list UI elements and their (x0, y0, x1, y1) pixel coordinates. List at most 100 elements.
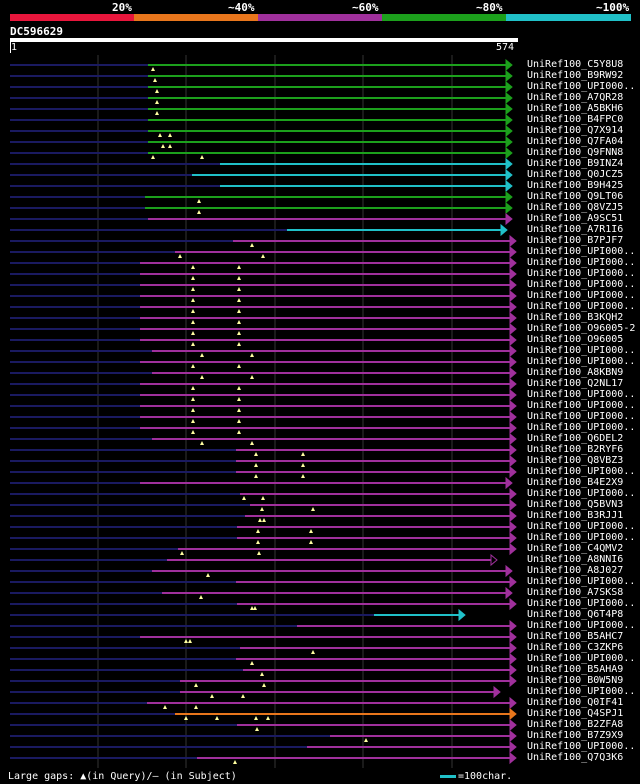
hit-row[interactable] (10, 674, 517, 688)
hit-label[interactable]: UniRef100_B3RJJ1 (527, 510, 624, 521)
hit-row[interactable] (10, 377, 517, 391)
hit-row[interactable] (10, 146, 513, 160)
hit-row[interactable] (10, 300, 517, 314)
hit-label[interactable]: UniRef100_UPI000.. (527, 488, 636, 499)
hit-label[interactable]: UniRef100_Q0JCZ5 (527, 169, 624, 180)
hit-label[interactable]: UniRef100_Q7X914 (527, 125, 624, 136)
hit-row[interactable] (10, 113, 513, 127)
hit-label[interactable]: UniRef100_B5AHC7 (527, 631, 624, 642)
hit-row[interactable] (10, 223, 508, 237)
hit-row[interactable] (10, 487, 517, 501)
hit-row[interactable] (10, 421, 517, 435)
hit-row[interactable] (10, 124, 513, 138)
hit-row[interactable] (10, 399, 517, 413)
hit-label[interactable]: UniRef100_C5Y8U8 (527, 59, 624, 70)
hit-label[interactable]: UniRef100_Q8VBZ3 (527, 455, 624, 466)
hit-row[interactable] (10, 707, 517, 721)
hit-label[interactable]: UniRef100_UPI000.. (527, 532, 636, 543)
hit-row[interactable] (10, 608, 466, 622)
hit-label[interactable]: UniRef100_Q7Q3K6 (527, 752, 624, 763)
hit-row[interactable] (10, 454, 517, 468)
hit-label[interactable]: UniRef100_UPI000.. (527, 466, 636, 477)
hit-label[interactable]: UniRef100_C4QMV2 (527, 543, 624, 554)
hit-label[interactable]: UniRef100_UPI000.. (527, 81, 636, 92)
hit-label[interactable]: UniRef100_A7QR28 (527, 92, 624, 103)
hit-label[interactable]: UniRef100_UPI000.. (527, 246, 636, 257)
hit-row[interactable] (10, 201, 513, 215)
hit-row[interactable] (10, 80, 513, 94)
hit-row[interactable] (10, 355, 517, 369)
hit-label[interactable]: UniRef100_UPI000.. (527, 521, 636, 532)
hit-row[interactable] (10, 179, 513, 193)
hit-row[interactable] (10, 509, 517, 523)
hit-row[interactable] (10, 388, 517, 402)
hit-label[interactable]: UniRef100_A8NNI6 (527, 554, 624, 565)
hit-label[interactable]: UniRef100_B9RW92 (527, 70, 624, 81)
hit-label[interactable]: UniRef100_B4FPC0 (527, 114, 624, 125)
hit-row[interactable] (10, 663, 517, 677)
hit-row[interactable] (10, 531, 517, 545)
hit-row[interactable] (10, 575, 517, 589)
hit-label[interactable]: UniRef100_A5BKH6 (527, 103, 624, 114)
hit-label[interactable]: UniRef100_B0W5N9 (527, 675, 624, 686)
hit-label[interactable]: UniRef100_O96005 (527, 334, 624, 345)
hit-label[interactable]: UniRef100_UPI000.. (527, 356, 636, 367)
hit-row[interactable] (10, 190, 513, 204)
hit-label[interactable]: UniRef100_UPI000.. (527, 389, 636, 400)
hit-label[interactable]: UniRef100_A7R1I6 (527, 224, 624, 235)
hit-label[interactable]: UniRef100_UPI000.. (527, 576, 636, 587)
hit-label[interactable]: UniRef100_B4E2X9 (527, 477, 624, 488)
hit-row[interactable] (10, 322, 517, 336)
hit-label[interactable]: UniRef100_UPI000.. (527, 268, 636, 279)
hit-row[interactable] (10, 102, 513, 116)
hit-label[interactable]: UniRef100_UPI000.. (527, 301, 636, 312)
hit-row[interactable] (10, 212, 513, 226)
hit-row[interactable] (10, 267, 517, 281)
hit-label[interactable]: UniRef100_UPI000.. (527, 400, 636, 411)
hit-row[interactable] (10, 333, 517, 347)
hit-row[interactable] (10, 542, 517, 556)
hit-label[interactable]: UniRef100_A8J027 (527, 565, 624, 576)
hit-label[interactable]: UniRef100_UPI000.. (527, 279, 636, 290)
hit-label[interactable]: UniRef100_Q5BVN3 (527, 499, 624, 510)
hit-row[interactable] (10, 157, 513, 171)
hit-label[interactable]: UniRef100_UPI000.. (527, 290, 636, 301)
hit-label[interactable]: UniRef100_Q7FA04 (527, 136, 624, 147)
hit-label[interactable]: UniRef100_Q2NL17 (527, 378, 624, 389)
hit-label[interactable]: UniRef100_UPI000.. (527, 345, 636, 356)
hit-label[interactable]: UniRef100_B9H425 (527, 180, 624, 191)
hit-row[interactable] (10, 465, 517, 479)
hit-row[interactable] (10, 366, 517, 380)
hit-label[interactable]: UniRef100_UPI000.. (527, 653, 636, 664)
hit-label[interactable]: UniRef100_UPI000.. (527, 598, 636, 609)
hit-label[interactable]: UniRef100_B2RYF6 (527, 444, 624, 455)
hit-label[interactable]: UniRef100_O96005-2 (527, 323, 636, 334)
hit-row[interactable] (10, 344, 517, 358)
hit-label[interactable]: UniRef100_Q6T4P8 (527, 609, 624, 620)
hit-label[interactable]: UniRef100_A8KBN9 (527, 367, 624, 378)
hit-row[interactable] (10, 685, 501, 699)
hit-row[interactable] (10, 520, 517, 534)
hit-row[interactable] (10, 58, 513, 72)
hit-label[interactable]: UniRef100_A7SKS8 (527, 587, 624, 598)
hit-label[interactable]: UniRef100_UPI000.. (527, 620, 636, 631)
hit-label[interactable]: UniRef100_B9INZ4 (527, 158, 624, 169)
hit-row[interactable] (10, 597, 517, 611)
hit-row[interactable] (10, 256, 517, 270)
hit-row[interactable] (10, 498, 517, 512)
hit-row[interactable] (10, 564, 513, 578)
hit-row[interactable] (10, 168, 513, 182)
hit-label[interactable]: UniRef100_UPI000.. (527, 257, 636, 268)
hit-row[interactable] (10, 69, 513, 83)
hit-label[interactable]: UniRef100_UPI000.. (527, 686, 636, 697)
hit-row[interactable] (10, 289, 517, 303)
hit-row[interactable] (10, 696, 517, 710)
hit-label[interactable]: UniRef100_B3KQH2 (527, 312, 624, 323)
hit-row[interactable] (10, 135, 513, 149)
hit-row[interactable] (10, 476, 513, 490)
hit-label[interactable]: UniRef100_A9SC51 (527, 213, 624, 224)
hit-row[interactable] (10, 641, 517, 655)
hit-label[interactable]: UniRef100_UPI000.. (527, 741, 636, 752)
hit-label[interactable]: UniRef100_B2ZFA8 (527, 719, 624, 730)
hit-row[interactable] (10, 311, 517, 325)
